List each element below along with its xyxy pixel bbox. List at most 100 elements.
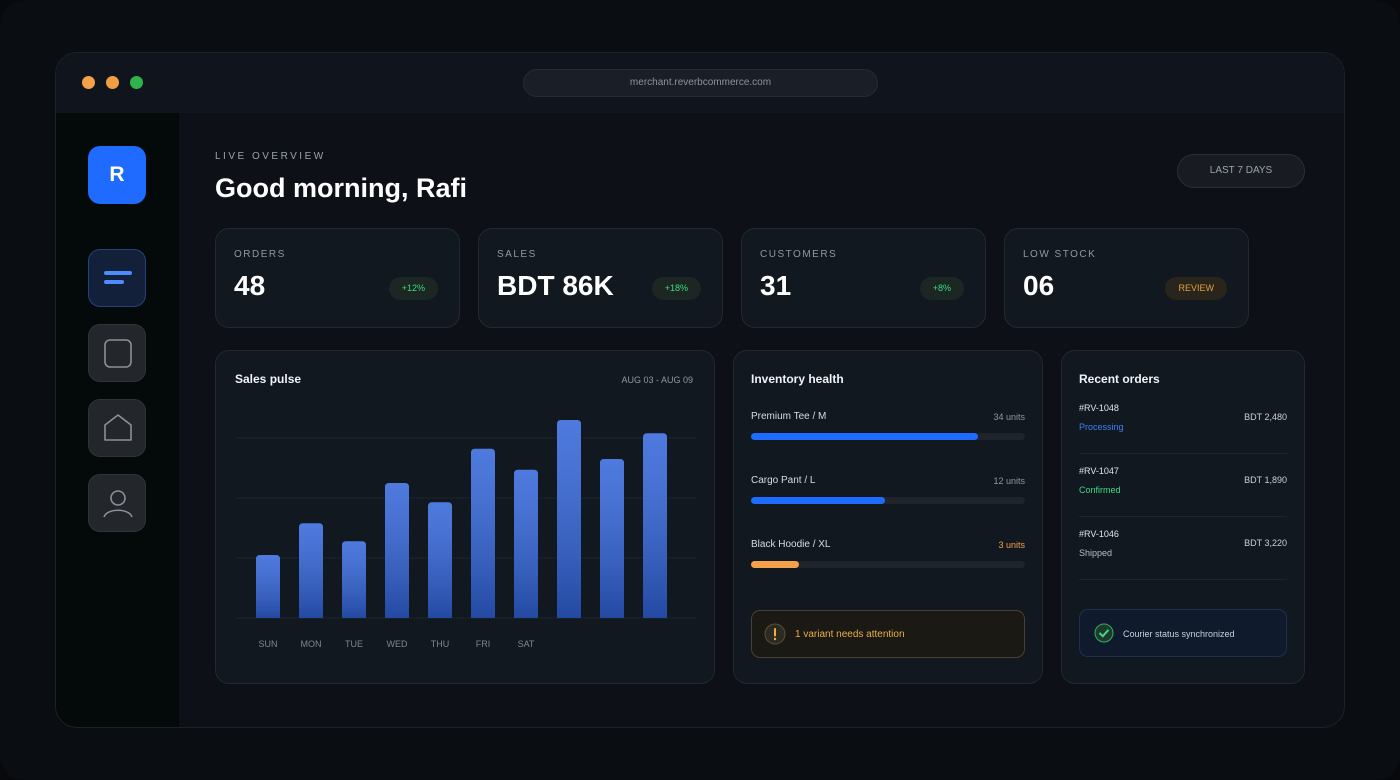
order-id: #RV-1048 [1079, 403, 1119, 413]
progress-fill [751, 433, 979, 440]
greeting: Good morning, Rafi [215, 173, 467, 203]
date-range: AUG 03 - AUG 09 [621, 375, 693, 385]
stat-label: LOW STOCK [1023, 249, 1097, 260]
x-tick-label: TUE [345, 639, 363, 649]
bar [643, 433, 667, 618]
bar-shade [643, 433, 667, 618]
divider [1079, 516, 1287, 517]
panel-title: Sales pulse [235, 372, 302, 386]
item-name: Cargo Pant / L [751, 475, 816, 486]
stat-badge: +12% [388, 277, 438, 300]
bar-shade [471, 448, 495, 618]
bar [471, 448, 495, 618]
stat-value: 48 [234, 270, 266, 301]
stat-card: LOW STOCK 06 REVIEW [1004, 228, 1249, 328]
inventory-panel: Inventory health 1 variant needs attenti… [733, 350, 1043, 684]
bar-shade [514, 469, 538, 618]
stat-badge: REVIEW [1165, 277, 1227, 300]
progress-track [751, 561, 1025, 568]
address-bar[interactable]: merchant.reverbcommerce.com [523, 69, 878, 97]
sync-notice: Courier status synchronized [1079, 609, 1287, 657]
attention-alert[interactable]: 1 variant needs attention [751, 610, 1025, 658]
nav-icon [104, 339, 132, 368]
progress-fill [751, 497, 886, 504]
x-tick-label: FRI [476, 639, 491, 649]
bar [428, 502, 452, 618]
x-tick-label: SAT [518, 639, 535, 649]
notice-text: Courier status synchronized [1123, 629, 1235, 639]
nav-overview[interactable] [88, 249, 146, 307]
bar [514, 469, 538, 618]
divider [1079, 453, 1287, 454]
range-button[interactable]: LAST 7 DAYS [1177, 154, 1305, 188]
bar-shade [428, 502, 452, 618]
progress-track [751, 433, 1025, 440]
x-tick-label: THU [431, 639, 450, 649]
alert-text: 1 variant needs attention [795, 629, 905, 640]
bar-chart: SUN MON TUE WED THU FRI SAT [236, 420, 696, 649]
item-name: Premium Tee / M [751, 411, 827, 422]
order-id: #RV-1047 [1079, 466, 1119, 476]
order-status: Confirmed [1079, 485, 1121, 495]
panel-title: Recent orders [1079, 372, 1160, 386]
window-close[interactable] [82, 76, 95, 89]
item-stock: 3 units [998, 540, 1025, 550]
bar-shade [600, 459, 624, 618]
window-minimize[interactable] [106, 76, 119, 89]
stat-label: ORDERS [234, 249, 286, 260]
stat-value: 31 [760, 270, 792, 301]
bar-shade [256, 555, 280, 618]
window-maximize[interactable] [130, 76, 143, 89]
divider [1079, 579, 1287, 580]
x-tick-label: SUN [258, 639, 277, 649]
bar [299, 523, 323, 618]
stat-card: CUSTOMERS 31 +8% [741, 228, 986, 328]
bar [557, 420, 581, 618]
x-tick-label: WED [387, 639, 408, 649]
bar [600, 459, 624, 618]
progress-fill [751, 561, 799, 568]
bar-shade [342, 541, 366, 618]
item-name: Black Hoodie / XL [751, 539, 831, 550]
sidebar: R [56, 113, 179, 727]
nav-icon [103, 490, 133, 518]
nav-products[interactable] [88, 324, 146, 382]
order-status: Shipped [1079, 548, 1113, 558]
stat-card: SALES BDT 86K +18% [478, 228, 723, 328]
stat-badge: +18% [651, 277, 701, 300]
item-stock: 34 units [993, 412, 1025, 422]
title-bar: merchant.reverbcommerce.com [56, 53, 1344, 113]
stat-card: ORDERS 48 +12% [215, 228, 460, 328]
x-tick-label: MON [301, 639, 322, 649]
stat-label: SALES [497, 249, 537, 260]
stat-value: BDT 86K [497, 270, 614, 301]
bar [342, 541, 366, 618]
panel-title: Inventory health [751, 372, 844, 386]
order-amount: BDT 2,480 [1244, 412, 1287, 422]
eyebrow: LIVE OVERVIEW [215, 151, 326, 162]
order-status: Processing [1079, 422, 1124, 432]
stat-label: CUSTOMERS [760, 249, 838, 260]
order-amount: BDT 1,890 [1244, 475, 1287, 485]
nav-store[interactable] [88, 399, 146, 457]
sales-panel: Sales pulse AUG 03 - AUG 09 SUN MON TUE WED… [215, 350, 715, 684]
progress-track [751, 497, 1025, 504]
bar-shade [557, 420, 581, 618]
bar-shade [299, 523, 323, 618]
logo[interactable]: R [88, 146, 146, 204]
check-icon [1094, 623, 1114, 643]
nav-icon [104, 414, 132, 441]
order-amount: BDT 3,220 [1244, 538, 1287, 548]
stat-value: 06 [1023, 270, 1055, 301]
orders-panel: Recent orders Courier status synchronize… [1061, 350, 1305, 684]
stat-badge: +8% [919, 277, 964, 300]
bar [256, 555, 280, 618]
bar-shade [385, 483, 409, 618]
nav-icon [104, 271, 132, 284]
alert-icon [764, 623, 786, 645]
nav-customers[interactable] [88, 474, 146, 532]
order-id: #RV-1046 [1079, 529, 1119, 539]
bar [385, 483, 409, 618]
item-stock: 12 units [993, 476, 1025, 486]
